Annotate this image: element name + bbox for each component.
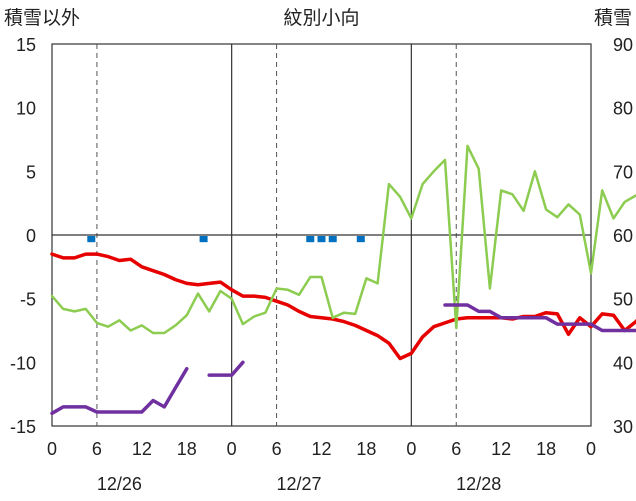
right-tick-label: 80 bbox=[613, 99, 633, 119]
x-tick-label: 6 bbox=[272, 439, 282, 459]
series-line-0 bbox=[50, 252, 636, 361]
date-label: 12/26 bbox=[97, 474, 142, 494]
right-tick-label: 90 bbox=[613, 35, 633, 55]
right-tick-label: 70 bbox=[613, 162, 633, 182]
x-tick-label: 12 bbox=[491, 439, 511, 459]
right-tick-label: 50 bbox=[613, 290, 633, 310]
x-tick-label: 6 bbox=[451, 439, 461, 459]
x-tick-label: 18 bbox=[177, 439, 197, 459]
series-line-2 bbox=[443, 303, 636, 333]
x-tick-label: 18 bbox=[356, 439, 376, 459]
left-tick-label: 10 bbox=[16, 99, 36, 119]
x-tick-label: 6 bbox=[92, 439, 102, 459]
x-tick-label: 18 bbox=[536, 439, 556, 459]
date-label: 12/27 bbox=[277, 474, 322, 494]
precip-bar bbox=[317, 236, 326, 243]
series-line-1 bbox=[50, 144, 636, 335]
left-tick-label: 0 bbox=[26, 226, 36, 246]
precip-bar bbox=[87, 236, 96, 243]
left-tick-label: 15 bbox=[16, 35, 36, 55]
right-axis-title: 積雪 bbox=[594, 7, 632, 29]
chart-grid bbox=[51, 43, 592, 427]
series-line-2 bbox=[207, 360, 245, 377]
left-axis-title: 積雪以外 bbox=[4, 7, 80, 29]
chart-title: 紋別小向 bbox=[283, 7, 359, 29]
date-label: 12/28 bbox=[456, 474, 501, 494]
left-tick-label: -15 bbox=[10, 417, 36, 437]
x-tick-label: 12 bbox=[132, 439, 152, 459]
right-tick-label: 40 bbox=[613, 353, 633, 373]
left-tick-label: 5 bbox=[26, 162, 36, 182]
x-tick-label: 0 bbox=[227, 439, 237, 459]
precip-bar bbox=[328, 236, 337, 243]
right-tick-label: 60 bbox=[613, 226, 633, 246]
precip-bar bbox=[199, 236, 208, 243]
left-tick-label: -10 bbox=[10, 353, 36, 373]
left-tick-label: -5 bbox=[20, 290, 36, 310]
right-tick-label: 30 bbox=[613, 417, 633, 437]
series-line-2 bbox=[50, 366, 189, 416]
chart-series bbox=[50, 144, 636, 416]
precip-bar bbox=[306, 236, 315, 243]
x-tick-label: 0 bbox=[47, 439, 57, 459]
precip-bar bbox=[356, 236, 365, 243]
x-tick-label: 12 bbox=[311, 439, 331, 459]
x-tick-label: 0 bbox=[406, 439, 416, 459]
x-tick-label: 0 bbox=[586, 439, 596, 459]
